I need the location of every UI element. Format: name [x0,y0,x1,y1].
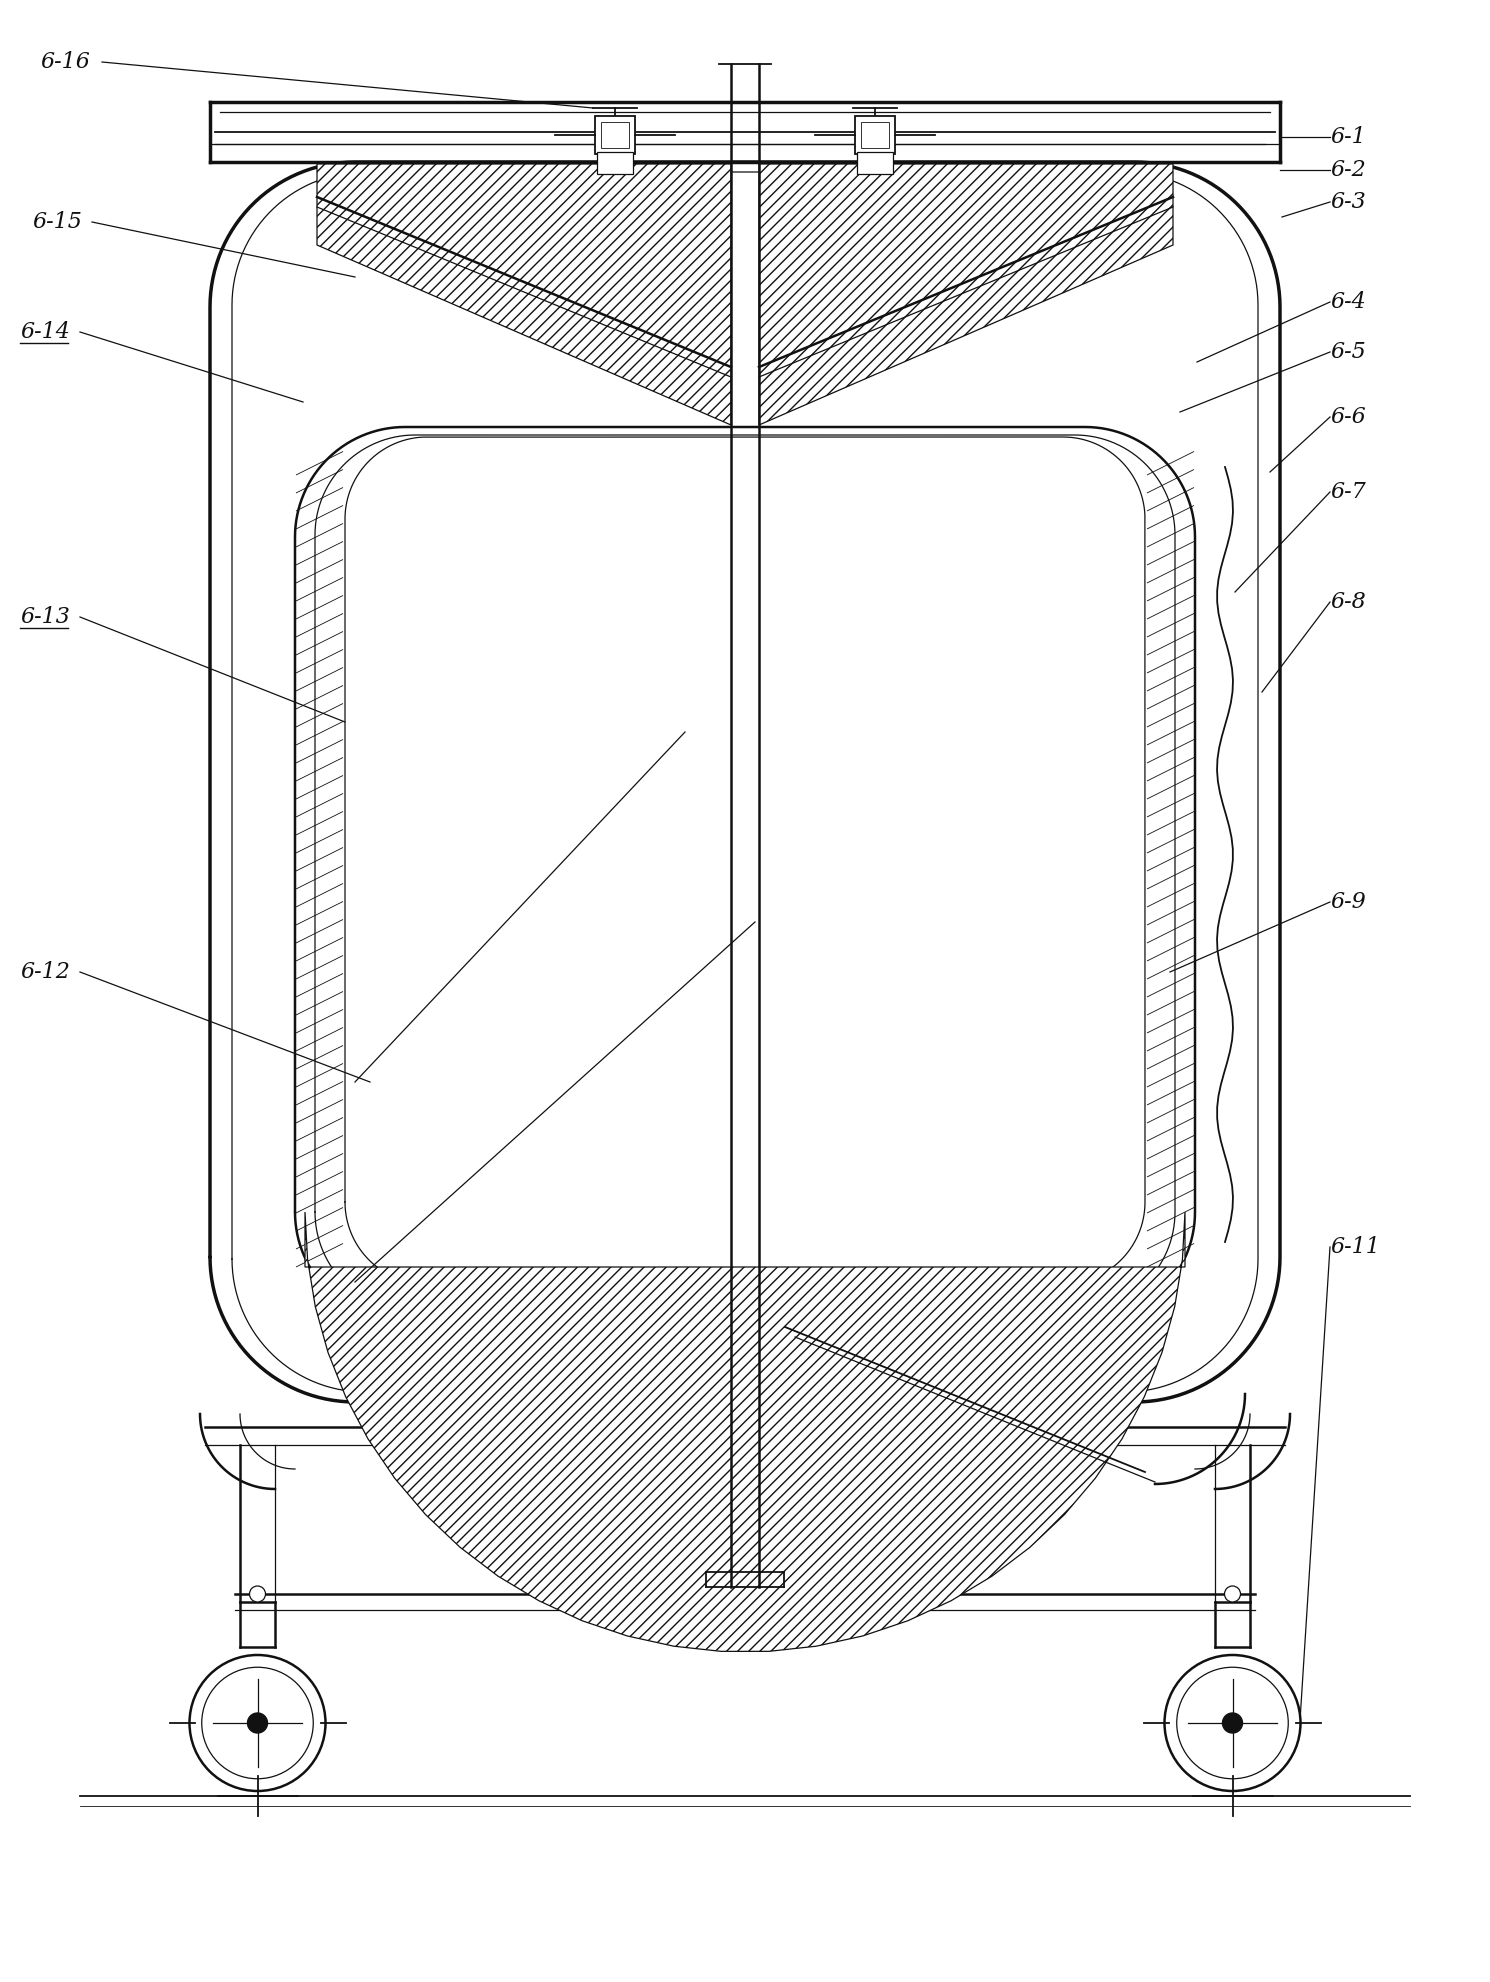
Text: 6-11: 6-11 [1331,1237,1380,1259]
Bar [597,153,633,174]
Text: 6-2: 6-2 [1331,159,1366,180]
Circle shape [1222,1712,1243,1732]
Text: 6-8: 6-8 [1331,591,1366,612]
Circle shape [1225,1586,1241,1601]
Text: 6-12: 6-12 [19,961,70,983]
Text: 6-14: 6-14 [19,321,70,343]
Bar [595,117,635,155]
Polygon shape [317,165,732,424]
Bar [861,123,890,149]
Text: 6-15: 6-15 [31,210,82,234]
Circle shape [247,1712,268,1732]
Text: 6-13: 6-13 [19,606,70,628]
Circle shape [249,1586,265,1601]
Polygon shape [305,1213,1185,1651]
Text: 6-1: 6-1 [1331,127,1366,149]
Text: 6-7: 6-7 [1331,482,1366,503]
Text: 6-16: 6-16 [40,52,89,73]
Text: 6-9: 6-9 [1331,892,1366,914]
Text: 6-3: 6-3 [1331,190,1366,212]
Bar [600,123,629,149]
Text: 6-6: 6-6 [1331,406,1366,428]
Bar [855,117,895,155]
Polygon shape [758,165,1173,424]
Text: 6-5: 6-5 [1331,341,1366,363]
Text: 6-4: 6-4 [1331,291,1366,313]
Bar [857,153,893,174]
